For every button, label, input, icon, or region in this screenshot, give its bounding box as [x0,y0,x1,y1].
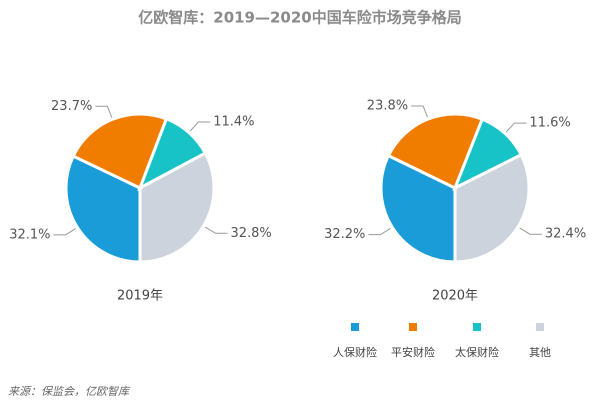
pie-slice [379,153,457,264]
leader-line [53,228,76,236]
value-label: 32.8% [230,226,271,241]
legend-label: 其他 [529,346,551,359]
pie-slice [386,112,485,191]
legend-label: 平安财险 [391,345,435,359]
value-label: 11.6% [529,116,570,131]
leader-line [519,227,542,235]
leader-line [411,105,428,118]
value-label: 32.4% [545,227,586,242]
pie-slice [138,151,216,264]
leader-line [505,122,527,133]
leader-line [95,105,113,118]
pie-slice [71,112,169,191]
leader-line [189,121,211,132]
value-label: 23.7% [51,99,92,114]
pie-title: 2020年 [432,289,478,304]
pie-slice [453,152,531,264]
leader-line [368,227,391,236]
value-label: 32.2% [324,227,365,242]
value-label: 11.4% [213,114,254,129]
leader-line [204,226,228,234]
legend-label: 人保财险 [333,345,377,359]
chart-title: 亿欧智库：2019—2020中国车险市场竞争格局 [138,9,462,27]
value-label: 23.8% [367,98,408,113]
pie-slice [64,154,142,264]
pie-title: 2019年 [117,289,163,304]
legend-swatch [351,323,359,331]
legend-swatch [536,323,544,331]
legend-swatch [473,323,481,331]
legend-swatch [409,323,417,331]
source: 来源：保监会，亿欧智库 [8,385,131,398]
value-label: 32.1% [9,227,50,242]
legend-label: 太保财险 [455,345,499,359]
